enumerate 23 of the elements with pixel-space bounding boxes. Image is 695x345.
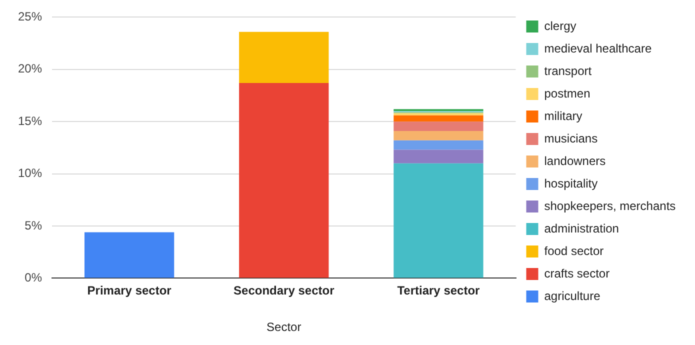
legend-label: crafts sector <box>544 266 610 280</box>
x-tick-label: Secondary sector <box>234 284 335 298</box>
y-tick-label: 5% <box>24 218 42 232</box>
legend-label: clergy <box>544 18 576 33</box>
legend-label: agriculture <box>544 288 601 303</box>
y-tick-label: 20% <box>18 62 42 76</box>
x-tick-label: Primary sector <box>87 284 172 298</box>
y-tick-label: 15% <box>18 114 42 128</box>
legend-label: shopkeepers, merchants <box>544 198 676 213</box>
legend-label: postmen <box>544 86 590 100</box>
legend-label: food sector <box>544 244 604 258</box>
legend-label: administration <box>544 221 619 236</box>
legend-label: landowners <box>544 154 606 168</box>
legend-label: military <box>544 108 582 123</box>
y-tick-label: 25% <box>18 10 42 24</box>
legend-label: musicians <box>544 131 598 146</box>
y-tick-label: 10% <box>18 166 42 180</box>
x-tick-label: Tertiary sector <box>397 284 480 298</box>
y-tick-label: 0% <box>24 270 42 285</box>
legend-label: hospitality <box>544 176 598 190</box>
legend-label: medieval healthcare <box>544 41 652 56</box>
legend-label: transport <box>544 64 592 78</box>
x-axis-title: Sector <box>266 320 302 334</box>
